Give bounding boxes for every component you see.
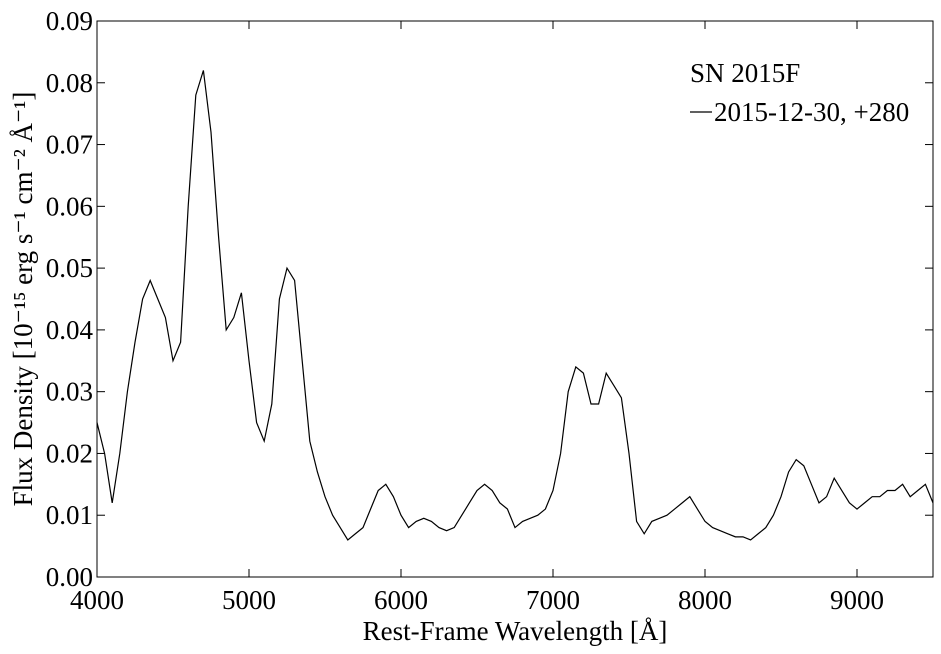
y-tick-label: 0.07 xyxy=(46,130,93,160)
legend-title: SN 2015F xyxy=(690,58,800,88)
y-axis-label: Flux Density [10⁻¹⁵ erg s⁻¹ cm⁻² Å⁻¹] xyxy=(8,92,38,507)
plot-frame xyxy=(96,20,934,578)
y-tick-label: 0.05 xyxy=(46,253,93,283)
y-tick-label: 0.06 xyxy=(46,191,93,221)
y-tick-label: 0.04 xyxy=(46,315,94,345)
y-tick-label: 0.08 xyxy=(46,68,93,98)
y-tick-label: 0.00 xyxy=(46,562,93,592)
spectrum-line xyxy=(96,70,934,541)
legend-label: 2015-12-30, +280 xyxy=(714,97,909,127)
y-tick-label: 0.02 xyxy=(46,438,93,468)
x-tick-label: 9000 xyxy=(830,585,884,615)
x-tick-label: 7000 xyxy=(526,585,580,615)
y-tick-label: 0.03 xyxy=(46,377,93,407)
x-tick-label: 6000 xyxy=(374,585,428,615)
y-tick-label: 0.01 xyxy=(46,500,93,530)
x-tick-label: 5000 xyxy=(222,585,276,615)
x-axis-label: Rest-Frame Wavelength [Å] xyxy=(363,616,668,646)
x-tick-label: 8000 xyxy=(678,585,732,615)
y-tick-label: 0.09 xyxy=(46,6,93,36)
x-tick-label: 4000 xyxy=(70,585,124,615)
